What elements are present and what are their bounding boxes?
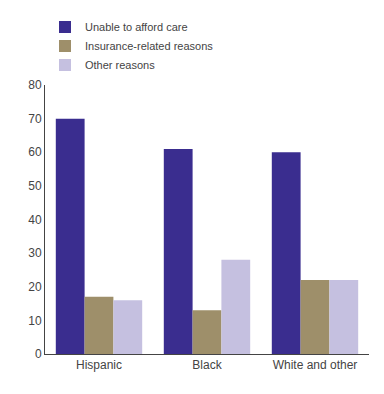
- svg-text:20: 20: [28, 280, 42, 294]
- svg-text:Hispanic: Hispanic: [76, 358, 122, 372]
- svg-text:10: 10: [28, 314, 42, 328]
- svg-text:White and other: White and other: [273, 358, 358, 372]
- svg-text:Unable to afford care: Unable to afford care: [85, 21, 188, 33]
- svg-text:Other reasons: Other reasons: [85, 59, 155, 71]
- svg-text:Black: Black: [192, 358, 222, 372]
- svg-text:60: 60: [28, 145, 42, 159]
- svg-text:80: 80: [28, 78, 42, 92]
- svg-text:0: 0: [35, 347, 42, 361]
- svg-text:Insurance-related reasons: Insurance-related reasons: [85, 40, 213, 52]
- svg-text:40: 40: [28, 213, 42, 227]
- svg-text:30: 30: [28, 246, 42, 260]
- svg-text:70: 70: [28, 112, 42, 126]
- svg-text:50: 50: [28, 179, 42, 193]
